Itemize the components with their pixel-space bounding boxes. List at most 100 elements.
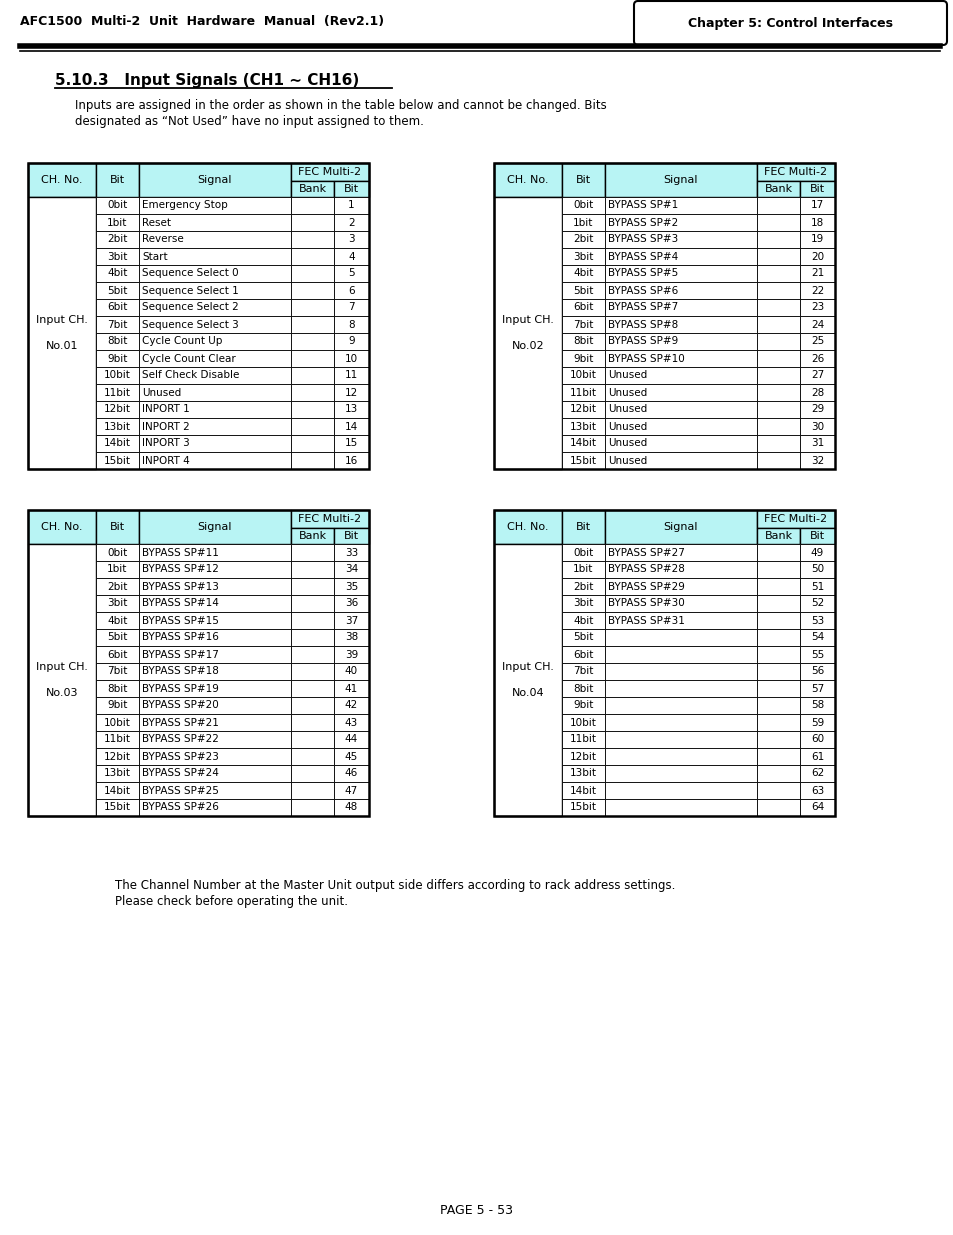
Bar (96, 198, 139, 214)
Text: 58: 58 (810, 700, 823, 710)
Bar (96, 248, 139, 266)
Bar (604, 452, 757, 469)
Bar (757, 529, 800, 543)
Text: INPORT 4: INPORT 4 (142, 456, 190, 466)
Text: No.02: No.02 (511, 341, 544, 351)
Bar (334, 299, 369, 316)
Bar (291, 266, 334, 282)
Bar (757, 561, 800, 578)
Text: 8bit: 8bit (573, 683, 593, 694)
Text: BYPASS SP#31: BYPASS SP#31 (607, 615, 684, 625)
Bar (96, 350, 139, 367)
Text: 9bit: 9bit (573, 700, 593, 710)
Bar (334, 663, 369, 680)
Text: No.03: No.03 (46, 688, 78, 698)
Bar (800, 663, 834, 680)
Text: BYPASS SP#22: BYPASS SP#22 (142, 735, 218, 745)
Bar (334, 384, 369, 401)
Bar (800, 680, 834, 697)
Text: CH. No.: CH. No. (507, 522, 548, 532)
Text: 10bit: 10bit (104, 370, 131, 380)
Text: designated as “Not Used” have no input assigned to them.: designated as “Not Used” have no input a… (75, 116, 423, 128)
Text: 51: 51 (810, 582, 823, 592)
Bar (604, 578, 757, 595)
Bar (561, 198, 604, 214)
Bar (561, 748, 604, 764)
Bar (139, 595, 291, 613)
Bar (139, 629, 291, 646)
Bar (334, 714, 369, 731)
Text: 24: 24 (810, 320, 823, 330)
Bar (96, 595, 139, 613)
Bar (604, 417, 757, 435)
Bar (757, 384, 800, 401)
Text: Bank: Bank (298, 184, 326, 194)
Bar (800, 782, 834, 799)
Text: Input CH.: Input CH. (501, 315, 554, 325)
Bar (28, 510, 96, 543)
Text: 9bit: 9bit (107, 700, 128, 710)
Bar (604, 714, 757, 731)
Bar (604, 680, 757, 697)
Text: 5bit: 5bit (107, 632, 128, 642)
Bar (334, 799, 369, 816)
Bar (800, 646, 834, 663)
Text: BYPASS SP#20: BYPASS SP#20 (142, 700, 218, 710)
Text: 15bit: 15bit (569, 456, 597, 466)
Bar (96, 782, 139, 799)
Bar (96, 163, 139, 198)
Bar (139, 401, 291, 417)
Bar (291, 333, 334, 350)
Bar (291, 435, 334, 452)
Text: BYPASS SP#5: BYPASS SP#5 (607, 268, 678, 279)
Text: 31: 31 (810, 438, 823, 448)
Bar (757, 629, 800, 646)
Text: 39: 39 (345, 650, 357, 659)
Text: Unused: Unused (607, 405, 646, 415)
Bar (139, 799, 291, 816)
Bar (561, 595, 604, 613)
Bar (757, 452, 800, 469)
Bar (561, 163, 604, 198)
Bar (96, 561, 139, 578)
Text: 14bit: 14bit (104, 438, 131, 448)
Bar (334, 350, 369, 367)
Bar (604, 731, 757, 748)
Bar (28, 198, 96, 469)
Text: 5bit: 5bit (573, 285, 593, 295)
Text: 7bit: 7bit (107, 667, 128, 677)
Bar (494, 543, 561, 816)
Text: BYPASS SP#11: BYPASS SP#11 (142, 547, 218, 557)
Text: 10: 10 (345, 353, 357, 363)
Bar (139, 384, 291, 401)
Text: 13bit: 13bit (104, 421, 131, 431)
Text: BYPASS SP#27: BYPASS SP#27 (607, 547, 684, 557)
Text: BYPASS SP#25: BYPASS SP#25 (142, 785, 218, 795)
Text: Bank: Bank (763, 184, 792, 194)
Text: Signal: Signal (663, 175, 698, 185)
Bar (757, 782, 800, 799)
Text: 15bit: 15bit (104, 803, 131, 813)
Bar (604, 782, 757, 799)
Text: Unused: Unused (607, 456, 646, 466)
Bar (604, 248, 757, 266)
Text: 2bit: 2bit (107, 582, 128, 592)
Text: 38: 38 (345, 632, 357, 642)
Bar (757, 595, 800, 613)
Text: INPORT 3: INPORT 3 (142, 438, 190, 448)
Bar (139, 333, 291, 350)
Bar (334, 629, 369, 646)
Bar (494, 163, 561, 198)
Bar (96, 299, 139, 316)
Text: 2bit: 2bit (573, 582, 593, 592)
Text: Reset: Reset (142, 217, 171, 227)
Text: FEC Multi-2: FEC Multi-2 (763, 167, 826, 177)
Bar (757, 680, 800, 697)
Text: 22: 22 (810, 285, 823, 295)
Bar (757, 367, 800, 384)
Text: 12bit: 12bit (104, 405, 131, 415)
Text: Reverse: Reverse (142, 235, 184, 245)
Bar (139, 543, 291, 561)
Bar (139, 435, 291, 452)
Bar (800, 714, 834, 731)
